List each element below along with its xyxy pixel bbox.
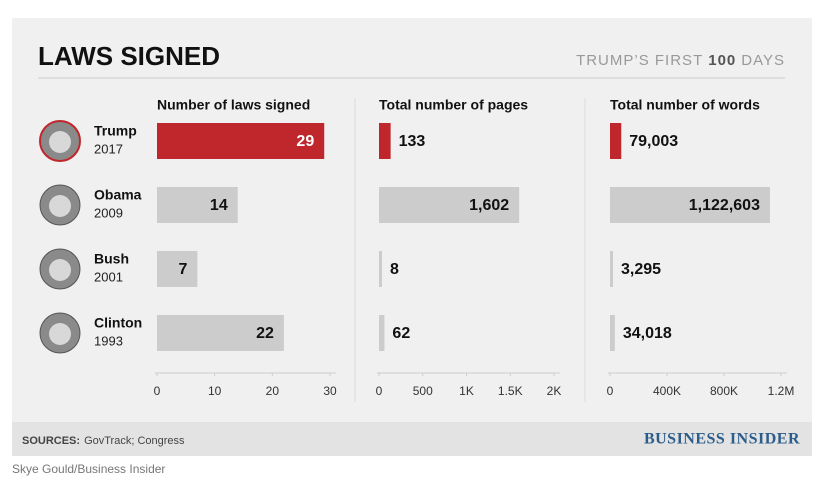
bar [610, 123, 622, 159]
president-name: Bush [94, 251, 129, 267]
portrait-face [49, 323, 71, 345]
sources-text: GovTrack; Congress [84, 435, 185, 447]
bar [157, 123, 325, 159]
x-tick-label: 20 [266, 384, 280, 398]
bar [610, 315, 615, 351]
value-label: 7 [178, 261, 187, 278]
brand: BUSINESS INSIDER [644, 431, 800, 448]
value-label: 34,018 [623, 325, 672, 342]
president-name: Clinton [94, 315, 142, 331]
x-tick-label: 10 [208, 384, 222, 398]
x-tick-label: 500 [413, 384, 433, 398]
value-label: 14 [210, 197, 228, 214]
portrait-face [49, 131, 71, 153]
value-label: 3,295 [621, 261, 661, 278]
value-label: 29 [296, 133, 314, 150]
president-year: 2017 [94, 141, 123, 156]
value-label: 79,003 [629, 133, 678, 150]
bar [157, 251, 198, 287]
bar [157, 315, 284, 351]
value-label: 133 [399, 133, 426, 150]
chart-subtitle: TRUMP’S FIRST 100 DAYS [576, 52, 785, 69]
portrait-face [49, 259, 71, 281]
value-label: 1,122,603 [689, 197, 760, 214]
x-tick-label: 400K [653, 384, 681, 398]
bar [610, 187, 770, 223]
bar [379, 315, 385, 351]
value-label: 62 [392, 325, 410, 342]
sources-label: SOURCES: [22, 435, 80, 447]
x-tick-label: 1.5K [498, 384, 523, 398]
bar [379, 251, 382, 287]
panel-title: Number of laws signed [157, 97, 310, 113]
subtitle-part: DAYS [741, 52, 785, 69]
subtitle-part: 100 [708, 52, 736, 69]
bar [379, 123, 391, 159]
subtitle-part: TRUMP’S FIRST [576, 52, 703, 69]
president-year: 2009 [94, 205, 123, 220]
value-label: 8 [390, 261, 399, 278]
sources: SOURCES: GovTrack; Congress [22, 435, 185, 447]
president-name: Obama [94, 187, 142, 203]
president-year: 1993 [94, 333, 123, 348]
panel-title: Total number of pages [379, 97, 528, 113]
x-tick-label: 0 [607, 384, 614, 398]
x-tick-label: 30 [323, 384, 337, 398]
credit: Skye Gould/Business Insider [12, 462, 165, 476]
value-label: 22 [256, 325, 274, 342]
value-label: 1,602 [469, 197, 509, 214]
footer [12, 422, 812, 456]
bar [610, 251, 613, 287]
chart-title: LAWS SIGNED [38, 41, 220, 71]
bar [379, 187, 520, 223]
x-tick-label: 2K [547, 384, 562, 398]
x-tick-label: 800K [710, 384, 738, 398]
x-tick-label: 1.2M [768, 384, 795, 398]
x-tick-label: 0 [376, 384, 383, 398]
president-year: 2001 [94, 269, 123, 284]
portrait-face [49, 195, 71, 217]
x-tick-label: 0 [154, 384, 161, 398]
x-tick-label: 1K [459, 384, 474, 398]
president-name: Trump [94, 123, 137, 139]
panel-title: Total number of words [610, 97, 760, 113]
bar [157, 187, 238, 223]
